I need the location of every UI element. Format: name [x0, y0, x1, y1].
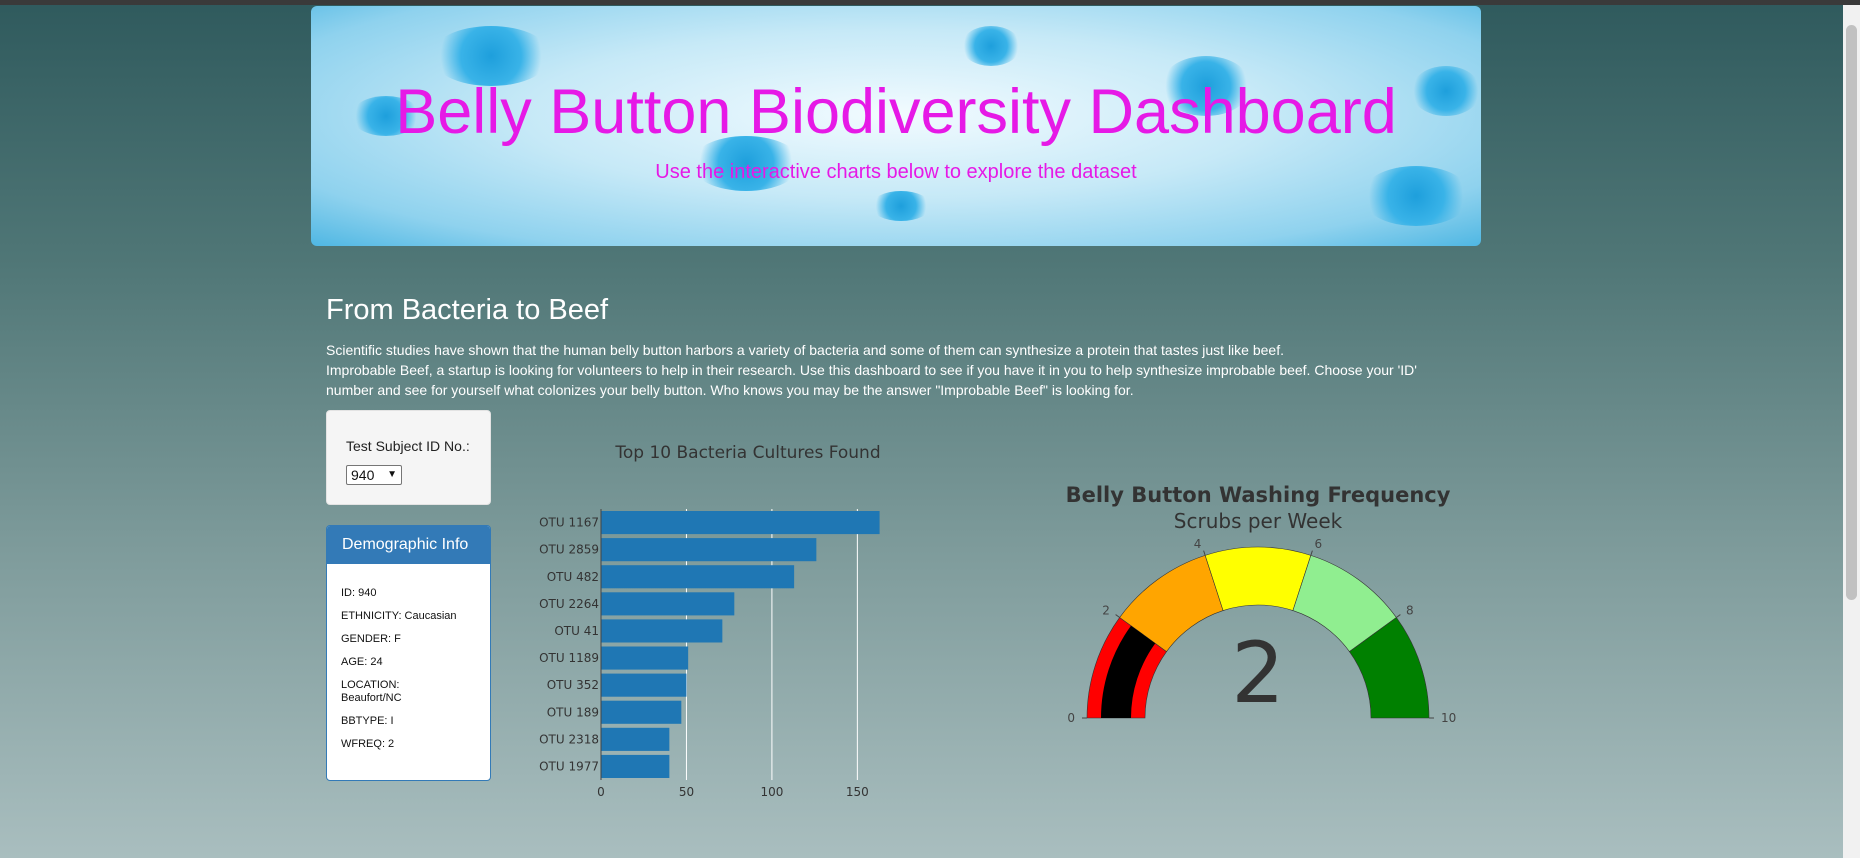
- demo-id: ID: 940: [341, 587, 377, 599]
- demo-gender: GENDER: F: [341, 633, 401, 645]
- demo-location: LOCATION: Beaufort/NC: [341, 679, 402, 704]
- bacteria-decoration: [1411, 66, 1481, 116]
- bar-chart-y-tick-label: OTU 189: [547, 705, 599, 719]
- bar-chart-bar: [601, 700, 682, 724]
- bar-chart-x-tick-label: 150: [846, 785, 869, 799]
- bar-chart-y-tick-label: OTU 1977: [539, 759, 599, 773]
- gauge-tick: [1396, 614, 1401, 618]
- bar-chart-y-tick-label: OTU 1189: [539, 651, 599, 665]
- scrollbar-thumb[interactable]: [1846, 25, 1857, 600]
- bar-chart-y-tick-label: OTU 2859: [539, 543, 599, 557]
- page-subtitle: Use the interactive charts below to expl…: [655, 161, 1137, 183]
- bar-chart-title: Top 10 Bacteria Cultures Found: [614, 443, 880, 463]
- page-title: Belly Button Biodiversity Dashboard: [395, 77, 1397, 147]
- gauge-step: [1086, 617, 1167, 719]
- scrollbar[interactable]: [1843, 5, 1860, 858]
- subject-selector-well: Test Subject ID No.: 940 ▼: [326, 410, 491, 505]
- subject-id-value: 940: [351, 467, 375, 483]
- bar-chart-bar: [601, 565, 795, 589]
- gauge-value-label: 2: [1231, 624, 1284, 722]
- bacteria-decoration: [351, 96, 421, 136]
- bar-chart-y-tick-label: OTU 2318: [539, 732, 599, 746]
- bar-chart-bar: [601, 646, 689, 670]
- demographic-panel: Demographic Info ID: 940 ETHNICITY: Cauc…: [326, 525, 491, 781]
- gauge-title: Belly Button Washing Frequency: [1066, 483, 1451, 507]
- bar-chart-y-tick-label: OTU 2264: [539, 597, 599, 611]
- demo-bbtype: BBTYPE: I: [341, 715, 394, 727]
- bar-chart-x-tick-label: 100: [760, 785, 783, 799]
- chevron-down-icon: ▼: [387, 469, 397, 480]
- gauge-tick-label: 8: [1406, 603, 1414, 617]
- gauge-tick: [1203, 550, 1206, 556]
- section-heading: From Bacteria to Beef: [326, 294, 609, 326]
- demo-age: AGE: 24: [341, 656, 383, 668]
- header-banner: Belly Button Biodiversity Dashboard Use …: [311, 6, 1481, 246]
- gauge-tick: [1310, 550, 1313, 556]
- gauge-tick: [1115, 614, 1120, 618]
- bar-chart-y-tick-label: OTU 1167: [539, 516, 599, 530]
- intro-paragraph: Scientific studies have shown that the h…: [326, 340, 1446, 400]
- bacteria-decoration: [1361, 166, 1471, 226]
- bar-chart-bar: [601, 673, 687, 697]
- bar-chart-bar: [601, 727, 670, 751]
- bar-chart-y-tick-label: OTU 352: [547, 678, 599, 692]
- demographic-panel-title: Demographic Info: [327, 526, 490, 564]
- gauge-tick-label: 6: [1315, 537, 1323, 551]
- bar-chart-bar: [601, 592, 735, 616]
- bacteria-decoration: [871, 191, 931, 221]
- gauge-step: [1292, 554, 1397, 652]
- gauge-step: [1119, 554, 1224, 652]
- bacteria-decoration: [1161, 56, 1251, 116]
- browser-top-bar: [0, 0, 1860, 5]
- gauge-tick-label: 0: [1067, 711, 1075, 725]
- demo-wfreq: WFREQ: 2: [341, 738, 395, 750]
- bacteria-decoration: [961, 26, 1021, 66]
- bar-chart-bar: [601, 754, 670, 778]
- demographic-panel-body: ID: 940 ETHNICITY: Caucasian GENDER: F A…: [327, 564, 490, 751]
- bar-chart-y-tick-label: OTU 482: [547, 570, 599, 584]
- subject-id-select[interactable]: 940 ▼: [346, 465, 402, 485]
- demo-ethnicity: ETHNICITY: Caucasian: [341, 610, 457, 622]
- bacteria-decoration: [431, 26, 551, 86]
- gauge-step: [1204, 546, 1312, 611]
- bar-chart: Top 10 Bacteria Cultures Found 0 50 100 150 O…: [539, 443, 881, 799]
- gauge-tick-label: 10: [1441, 711, 1456, 725]
- bacteria-decoration: [691, 136, 801, 191]
- bar-chart-x-tick-label: 0: [597, 785, 605, 799]
- intro-line-1: Scientific studies have shown that the h…: [326, 342, 1284, 358]
- gauge-tick-label: 2: [1102, 603, 1110, 617]
- bar-chart-bar: [601, 511, 880, 535]
- gauge-tick-label: 4: [1194, 537, 1202, 551]
- bar-chart-bar: [601, 619, 723, 643]
- bar-chart-x-tick-label: 50: [679, 785, 694, 799]
- intro-line-2: Improbable Beef, a startup is looking fo…: [326, 362, 1417, 398]
- bar-chart-bar: [601, 538, 817, 562]
- gauge-subtitle: Scrubs per Week: [1174, 509, 1343, 533]
- subject-selector-label: Test Subject ID No.:: [346, 438, 470, 454]
- gauge-value-bar: [1101, 625, 1156, 718]
- gauge-step: [1349, 617, 1430, 719]
- bar-chart-y-tick-label: OTU 41: [554, 624, 599, 638]
